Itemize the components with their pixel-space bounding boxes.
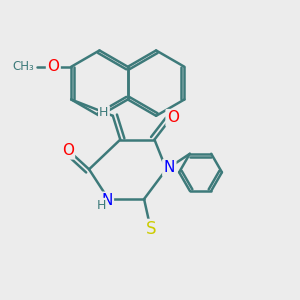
Text: O: O	[167, 110, 179, 125]
Text: S: S	[146, 220, 157, 238]
Text: CH₃: CH₃	[12, 60, 34, 73]
Text: O: O	[47, 59, 59, 74]
Text: N: N	[101, 193, 112, 208]
Text: H: H	[99, 106, 109, 119]
Text: N: N	[164, 160, 175, 175]
Text: H: H	[96, 199, 106, 212]
Text: O: O	[62, 143, 74, 158]
